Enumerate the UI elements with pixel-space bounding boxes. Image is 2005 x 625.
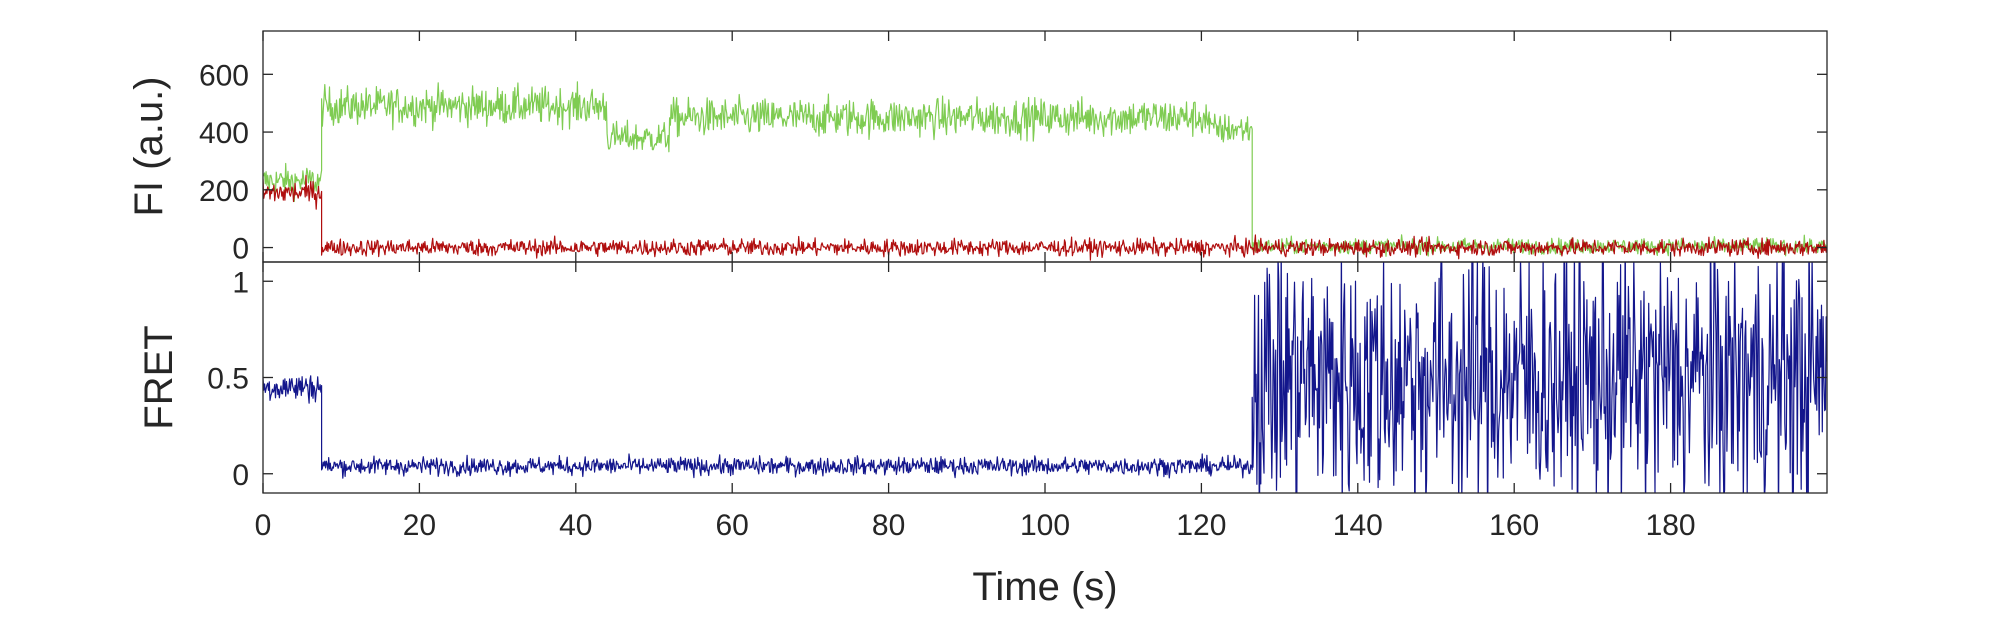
intensity-series-0-line [263, 81, 1827, 257]
intensity-ticks: 0 200 400 600 [199, 31, 1827, 266]
fret-panel: 0 20 40 60 80 100 120 140 160 180 0 0.5 1 FRET Time … [137, 261, 1828, 609]
x-tick-label: 100 [1020, 509, 1070, 542]
x-tick-label: 160 [1489, 509, 1539, 542]
fret-ticks: 0 20 40 60 80 100 120 140 160 180 0 0.5 1 [207, 262, 1827, 542]
x-tick-label: 40 [559, 509, 592, 542]
intensity-y-tick-label: 200 [199, 175, 249, 208]
x-tick-label: 180 [1646, 509, 1696, 542]
x-tick-label: 140 [1333, 509, 1383, 542]
x-tick-label: 120 [1176, 509, 1226, 542]
x-tick-label: 80 [872, 509, 905, 542]
fret-y-tick-label: 0 [232, 459, 249, 492]
time-x-axis-label: Time (s) [972, 565, 1117, 609]
fret-y-tick-label: 1 [232, 266, 249, 299]
x-tick-label: 0 [255, 509, 272, 542]
intensity-y-tick-label: 0 [232, 233, 249, 266]
fret-y-tick-label: 0.5 [207, 363, 249, 396]
x-tick-label: 60 [716, 509, 749, 542]
intensity-series-1-line [263, 174, 1827, 261]
x-tick-label: 20 [403, 509, 436, 542]
intensity-axes-frame [262, 30, 1828, 263]
intensity-y-tick-label: 400 [199, 117, 249, 150]
fluorescence-intensity-panel: 0 200 400 600 FI (a.u.) [127, 30, 1828, 266]
intensity-traces [263, 81, 1827, 261]
fret-y-axis-label: FRET [137, 325, 181, 429]
fret-traces [263, 262, 1827, 493]
fret-series-0-line [263, 262, 1827, 493]
intensity-y-tick-label: 600 [199, 59, 249, 92]
intensity-y-axis-label: FI (a.u.) [127, 76, 171, 216]
